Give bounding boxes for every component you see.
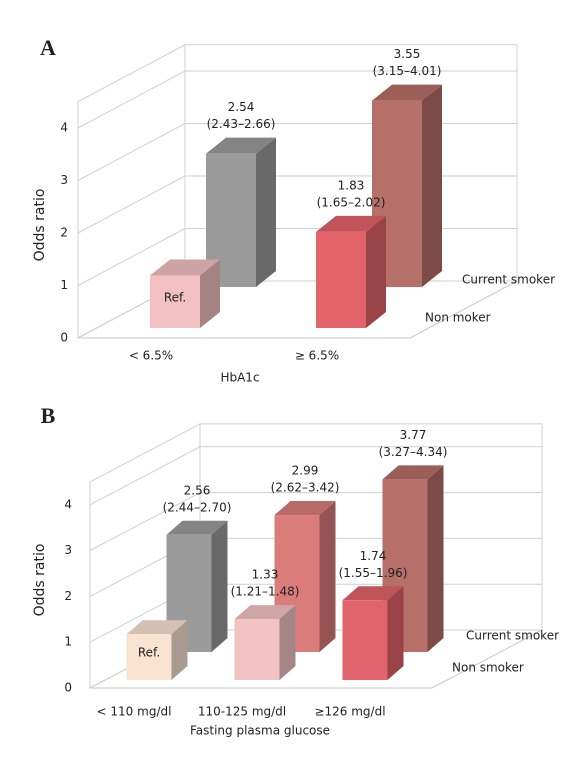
bar-top [234, 605, 296, 620]
bar-side [211, 520, 228, 652]
bar [234, 619, 280, 680]
series-label: Current smoker [462, 273, 555, 287]
x-axis-title: HbA1c [220, 371, 259, 385]
y-tick-label: 1 [64, 635, 72, 649]
interval-label: (2.62–3.42) [271, 481, 340, 495]
bar-top [342, 586, 404, 601]
bar-top [126, 620, 188, 635]
panel-label: B [41, 403, 56, 428]
grid-line [89, 446, 201, 506]
panel-label: A [40, 35, 56, 60]
bar-side [366, 215, 386, 328]
value-label: Ref. [164, 290, 186, 304]
bar-top [382, 465, 444, 480]
value-label: 2.56 [184, 483, 211, 497]
x-tick-label: ≥ 6.5% [295, 349, 339, 363]
bar-top [166, 520, 228, 535]
value-label: 3.77 [400, 428, 427, 442]
bar-side [256, 137, 276, 287]
bar-top [372, 84, 442, 101]
series-label: Non moker [425, 311, 491, 325]
x-tick-label: ≥126 mg/dl [314, 705, 385, 719]
interval-label: (1.55–1.96) [339, 566, 408, 580]
grid-line [77, 70, 186, 129]
bar [150, 275, 200, 328]
bar-top [150, 259, 220, 276]
interval-label: (3.15–4.01) [373, 64, 442, 78]
bar-top [206, 137, 276, 154]
value-label: Ref. [138, 646, 160, 660]
bar-side [171, 620, 188, 680]
bar-side [387, 586, 404, 680]
value-label: 2.99 [292, 464, 319, 478]
y-tick-label: 4 [64, 497, 72, 511]
interval-label: (2.43–2.66) [207, 117, 276, 131]
y-tick-label: 3 [60, 173, 68, 187]
bar [316, 231, 366, 328]
y-axis-title: Odds ratio [32, 544, 48, 617]
bar [126, 634, 172, 680]
y-tick-label: 3 [64, 543, 72, 557]
y-tick-label: 2 [60, 226, 68, 240]
series-label: Current smoker [466, 629, 559, 643]
value-label: 3.55 [394, 47, 421, 61]
value-label: 1.74 [360, 549, 387, 563]
x-tick-label: 110-125 mg/dl [198, 705, 286, 719]
bar-side [422, 84, 442, 287]
y-tick-label: 0 [60, 331, 68, 345]
bar [342, 600, 388, 680]
y-tick-label: 1 [60, 278, 68, 292]
bar-top [274, 501, 336, 516]
bar-top [316, 215, 386, 232]
value-label: 2.54 [228, 100, 255, 114]
bar-side [200, 259, 220, 328]
bar-side [319, 501, 336, 652]
interval-label: (3.27–4.34) [379, 445, 448, 459]
y-tick-label: 2 [64, 589, 72, 603]
value-label: 1.83 [338, 178, 365, 192]
interval-label: (1.65–2.02) [317, 195, 386, 209]
x-tick-label: < 110 mg/dl [97, 705, 172, 719]
bar-side [427, 465, 444, 652]
grid-line [77, 175, 186, 234]
interval-label: (2.44–2.70) [163, 500, 232, 514]
x-axis-title: Fasting plasma glucose [190, 724, 330, 738]
y-tick-label: 0 [64, 681, 72, 695]
grid-line [89, 492, 201, 552]
x-tick-label: < 6.5% [129, 349, 173, 363]
interval-label: (1.21–1.48) [231, 585, 300, 599]
bar-side [279, 605, 296, 680]
y-axis-title: Odds ratio [32, 189, 48, 262]
grid-line [77, 228, 186, 286]
series-label: Non smoker [452, 661, 524, 675]
grid-line [77, 123, 186, 181]
y-tick-label: 4 [60, 121, 68, 135]
value-label: 1.33 [252, 568, 279, 582]
